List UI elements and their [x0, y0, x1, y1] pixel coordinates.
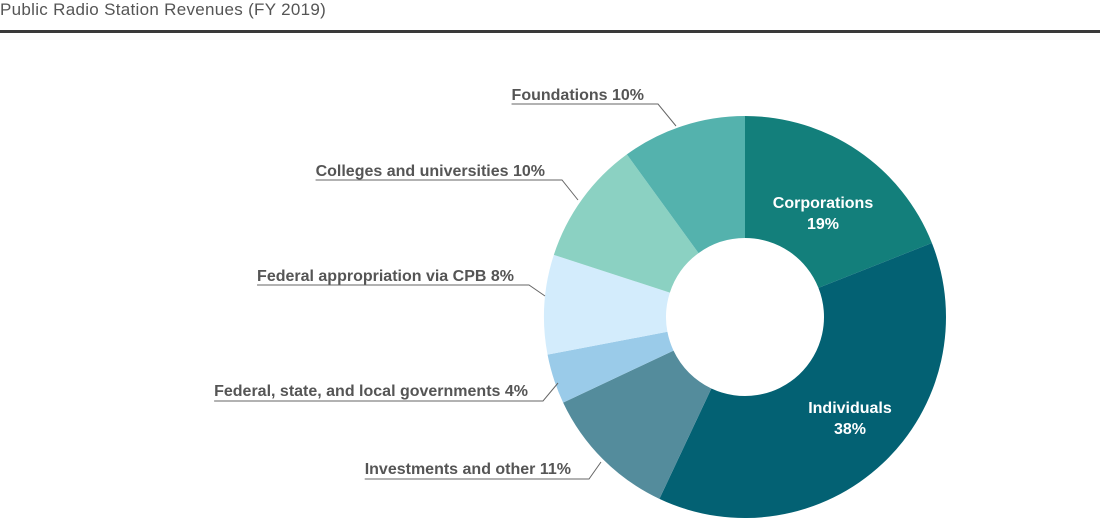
leader-federal-state-and-local-governments [214, 382, 559, 402]
leader-federal-appropriation-via-cpb [257, 284, 546, 297]
slice-value-corporations: 19% [807, 216, 839, 233]
slice-colleges-and-universities [553, 154, 699, 293]
slice-foundations [626, 116, 745, 254]
page-title: Public Radio Station Revenues (FY 2019) [0, 0, 327, 19]
leader-colleges-and-universities [315, 179, 579, 201]
slice-label-federal-state-and-local-governments: Federal, state, and local governments 4% [214, 383, 528, 400]
slice-label-investments-and-other: Investments and other 11% [365, 461, 571, 478]
labels-group: Corporations 19% Individuals 38% Investments… [214, 87, 892, 478]
slice-individuals [659, 243, 946, 518]
slices-group [544, 116, 946, 518]
slice-federal-state-and-local-governments [547, 331, 674, 403]
slice-corporations [745, 116, 932, 288]
title-rule [0, 30, 1100, 33]
slice-value-individuals: 38% [834, 421, 866, 438]
leaders-group [214, 103, 677, 480]
leader-investments-and-other [364, 461, 602, 480]
slice-label-foundations: Foundations 10% [512, 87, 644, 104]
slice-federal-appropriation-via-cpb [544, 254, 670, 355]
slice-label-colleges-and-universities: Colleges and universities 10% [316, 163, 545, 180]
slice-label-corporations: Corporations [773, 195, 874, 212]
leader-foundations [511, 103, 677, 127]
slice-investments-and-other [563, 350, 712, 499]
slice-label-individuals: Individuals [808, 400, 892, 417]
slice-label-federal-appropriation-via-cpb: Federal appropriation via CPB 8% [257, 268, 514, 285]
